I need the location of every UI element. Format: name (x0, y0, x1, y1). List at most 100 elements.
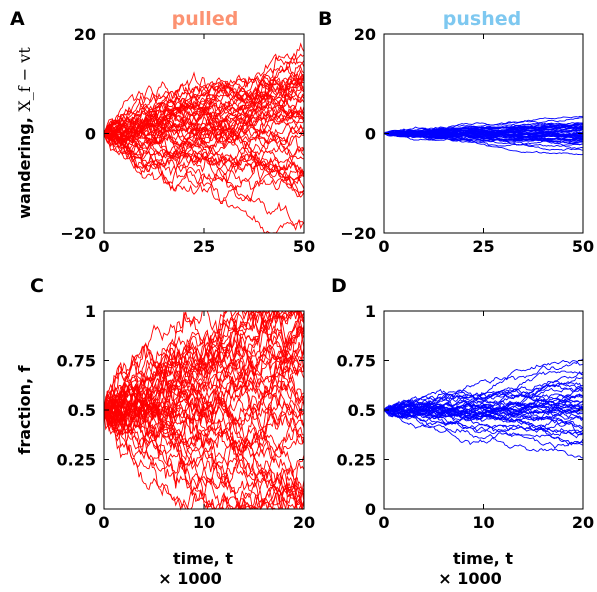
x-tick-label: 0 (378, 237, 389, 256)
y-tick-label: 0.75 (57, 352, 96, 371)
series-line-a (103, 125, 305, 182)
series-line-d (383, 382, 584, 418)
series-line-d (383, 409, 584, 449)
series-line-b (383, 131, 584, 138)
y-tick-label: 0.75 (337, 352, 376, 371)
series-line-a (103, 115, 305, 166)
panel-d: D 0 10 20 1 0.75 0.5 0.25 0 time, t × 1000 (331, 275, 594, 588)
series-line-a (103, 81, 305, 144)
y-tick-label: 0.5 (348, 401, 376, 420)
x-tick-label: 0 (378, 513, 389, 532)
y-axis-label-c: fraction, f (15, 364, 34, 454)
panel-label-b: B (318, 8, 332, 30)
panel-label-d: D (331, 275, 347, 297)
panel-c: C 0 10 20 1 0.75 0.5 0.25 0 fraction, f time, t… (15, 275, 315, 588)
x-axis-label-c: time, t (173, 549, 233, 568)
x-tick-label: 0 (98, 513, 109, 532)
series-line-b (383, 131, 584, 146)
y-axis-label-a: wandering, X_f − vt (15, 47, 34, 219)
x-axis-sub-label-d: × 1000 (438, 569, 502, 588)
series-line-a (103, 120, 305, 172)
series-line-b (383, 122, 584, 134)
series-line-d (383, 403, 584, 415)
series-line-a (103, 56, 305, 139)
series-line-c (103, 409, 305, 510)
x-tick-label: 10 (472, 513, 494, 532)
y-tick-label: 0.25 (57, 451, 96, 470)
series-line-c (103, 310, 304, 411)
series-line-c (103, 382, 305, 503)
x-tick-label: 20 (293, 513, 315, 532)
x-tick-label: 20 (572, 513, 594, 532)
series-line-c (103, 390, 305, 492)
series-group-d (383, 358, 584, 459)
series-line-c (103, 409, 305, 511)
x-tick-label: 50 (572, 237, 594, 256)
series-line-c (103, 381, 305, 469)
series-line-d (383, 405, 584, 434)
series-line-a (103, 81, 305, 135)
series-line-c (103, 323, 305, 429)
y-tick-label: 0 (365, 125, 376, 144)
x-tick-label: 50 (293, 237, 315, 256)
series-line-a (103, 53, 305, 143)
y-tick-label: 20 (74, 25, 96, 44)
series-group-b (383, 115, 584, 156)
series-line-c (103, 341, 305, 418)
y-tick-label: 0.25 (337, 451, 376, 470)
y-tick-label: 20 (354, 25, 376, 44)
series-line-a (103, 80, 305, 140)
series-line-d (383, 385, 583, 415)
series-line-d (383, 394, 583, 415)
y-axis-label-a-text: wandering, (15, 112, 34, 219)
x-tick-label: 0 (98, 237, 109, 256)
series-line-d (383, 409, 584, 459)
x-axis-label-d: time, t (453, 549, 513, 568)
panel-label-c: C (30, 275, 44, 297)
series-line-c (103, 373, 305, 445)
series-line-a (103, 128, 305, 231)
series-line-b (383, 133, 584, 143)
series-line-a (103, 76, 305, 136)
y-tick-label: 1 (365, 302, 376, 321)
series-line-c (103, 407, 305, 511)
series-line-a (103, 73, 305, 145)
series-line-a (103, 118, 304, 182)
series-line-c (103, 409, 305, 511)
series-line-a (103, 122, 305, 163)
series-line-d (383, 370, 584, 417)
series-line-b (383, 130, 584, 138)
series-line-c (103, 397, 305, 461)
y-tick-label: −20 (340, 224, 376, 243)
x-tick-label: 25 (472, 237, 494, 256)
series-line-c (103, 310, 305, 411)
y-tick-label: 0 (365, 500, 376, 519)
series-line-d (383, 406, 584, 435)
x-tick-label: 10 (193, 513, 215, 532)
series-line-c (103, 343, 305, 510)
title-pulled: pulled (172, 8, 239, 30)
y-tick-label: 0 (85, 125, 96, 144)
series-line-a (103, 42, 305, 134)
series-line-c (103, 321, 305, 421)
ticks-c: 0 10 20 1 0.75 0.5 0.25 0 (57, 302, 316, 532)
y-tick-label: 0.5 (68, 401, 96, 420)
y-tick-label: 1 (85, 302, 96, 321)
series-line-c (103, 310, 305, 411)
panel-label-a: A (10, 8, 25, 30)
x-axis-sub-label-c: × 1000 (158, 569, 222, 588)
series-group-a (103, 42, 305, 234)
y-tick-label: −20 (60, 224, 96, 243)
series-line-a (103, 94, 305, 143)
series-line-c (103, 386, 305, 511)
series-line-b (384, 115, 584, 135)
series-line-a (103, 119, 305, 198)
x-tick-label: 25 (193, 237, 215, 256)
series-line-c (103, 310, 304, 436)
series-line-c (103, 378, 305, 451)
